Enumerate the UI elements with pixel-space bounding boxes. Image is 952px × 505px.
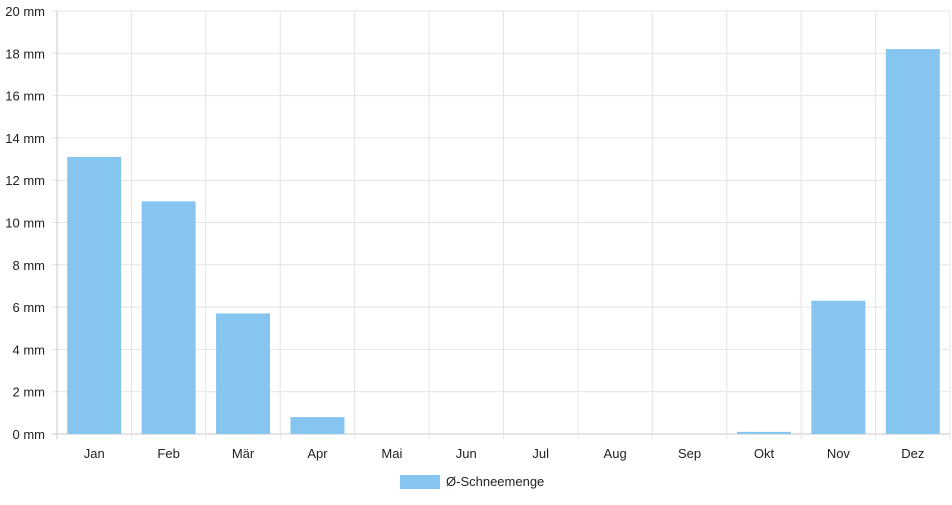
y-tick-label: 12 mm [5, 173, 45, 188]
y-tick-label: 2 mm [13, 385, 46, 400]
x-tick-label: Aug [604, 446, 627, 461]
y-tick-label: 0 mm [13, 427, 46, 442]
x-tick-label: Jun [456, 446, 477, 461]
legend-label: Ø-Schneemenge [446, 474, 544, 489]
bar-Feb[interactable] [141, 201, 196, 434]
x-tick-label: Jul [532, 446, 549, 461]
x-tick-label: Apr [307, 446, 328, 461]
x-tick-label: Okt [754, 446, 775, 461]
bar-Mär[interactable] [216, 313, 271, 434]
y-tick-label: 6 mm [13, 300, 46, 315]
x-tick-label: Mai [381, 446, 402, 461]
x-tick-label: Sep [678, 446, 701, 461]
bar-Jan[interactable] [67, 156, 122, 434]
x-tick-label: Nov [827, 446, 851, 461]
y-tick-label: 20 mm [5, 4, 45, 19]
bar-Nov[interactable] [811, 300, 866, 434]
y-tick-label: 16 mm [5, 89, 45, 104]
legend-swatch [400, 475, 440, 489]
x-tick-label: Dez [901, 446, 924, 461]
y-axis: 0 mm 2 mm 4 mm 6 mm 8 mm 10 mm 12 mm 14 mm 16 mm… [5, 4, 45, 442]
bar-Dez[interactable] [885, 49, 940, 434]
x-axis: Jan Feb Mär Apr Mai Jun Jul Aug Sep Okt Nov Dez [84, 446, 925, 461]
grid-layer [52, 10, 951, 439]
y-tick-label: 14 mm [5, 131, 45, 146]
x-tick-label: Mär [232, 446, 255, 461]
bar-Okt[interactable] [736, 431, 791, 434]
x-tick-label: Jan [84, 446, 105, 461]
y-tick-label: 8 mm [13, 258, 46, 273]
y-tick-label: 18 mm [5, 46, 45, 61]
legend[interactable]: Ø-Schneemenge [400, 474, 544, 489]
x-tick-label: Feb [157, 446, 179, 461]
y-tick-label: 4 mm [13, 342, 46, 357]
y-tick-label: 10 mm [5, 216, 45, 231]
bars-layer [67, 49, 940, 434]
bar-Apr[interactable] [290, 417, 345, 434]
